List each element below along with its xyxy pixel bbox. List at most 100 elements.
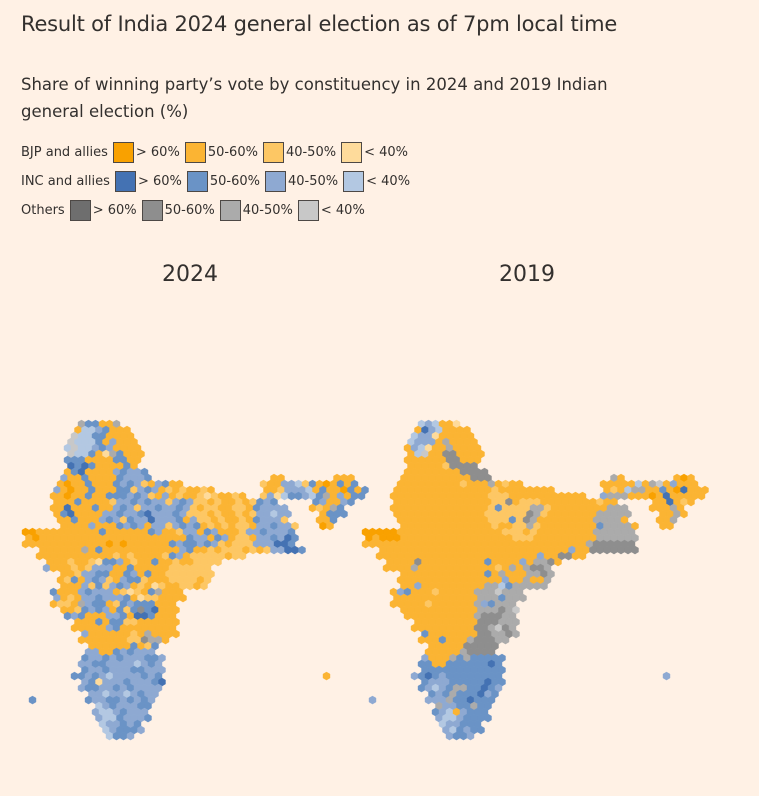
constituency-hex — [620, 491, 629, 501]
constituency-hex — [375, 551, 384, 561]
constituency-hex — [77, 635, 86, 645]
constituency-hex — [526, 581, 534, 591]
constituency-hex — [238, 551, 247, 561]
constituency-hex — [119, 731, 128, 741]
constituency-hex — [564, 551, 573, 561]
constituency-hex — [697, 491, 706, 501]
legend-swatch — [341, 142, 363, 163]
constituency-hex — [666, 521, 674, 531]
constituency-hex — [382, 563, 391, 573]
constituency-hex — [361, 539, 370, 549]
constituency-hex — [28, 539, 37, 549]
constituency-hex — [424, 695, 433, 705]
constituency-hex — [126, 731, 135, 741]
constituency-hex — [571, 551, 580, 561]
hex-map-2024 — [21, 419, 369, 741]
constituency-hex — [193, 581, 201, 591]
constituency-hex — [389, 563, 398, 573]
constituency-hex — [417, 635, 426, 645]
constituency-hex — [484, 713, 492, 723]
legend-group-label: BJP and allies — [21, 145, 108, 160]
legend-bin-label: 40-50% — [285, 145, 337, 160]
legend-bin-label: < 40% — [320, 203, 365, 218]
constituency-hex — [137, 725, 145, 735]
hex-map-2019 — [361, 419, 709, 741]
legend-bin-label: > 60% — [135, 145, 180, 160]
legend-swatch — [141, 200, 163, 221]
constituency-hex — [319, 521, 327, 531]
legend-swatch — [184, 142, 206, 163]
constituency-hex — [596, 545, 604, 555]
constituency-hex — [512, 629, 520, 639]
constituency-hex — [452, 731, 461, 741]
constituency-hex — [84, 695, 93, 705]
constituency-hex — [631, 545, 639, 555]
constituency-hex — [280, 491, 289, 501]
constituency-hex — [389, 599, 398, 609]
constituency-hex — [179, 593, 187, 603]
constituency-hex — [256, 545, 264, 555]
constituency-hex — [322, 671, 331, 681]
constituency-hex — [70, 623, 79, 633]
constituency-hex — [172, 629, 180, 639]
constituency-hex — [403, 611, 412, 621]
constituency-hex — [291, 545, 299, 555]
legend-group-label: INC and allies — [21, 174, 110, 189]
legend-swatch — [112, 142, 134, 163]
constituency-hex — [277, 545, 285, 555]
constituency-hex — [214, 557, 222, 567]
legend-swatch — [186, 171, 208, 192]
chart-subtitle: Share of winning party’s vote by constit… — [21, 75, 608, 121]
constituency-hex — [634, 491, 643, 501]
legend-bin-label: 50-60% — [164, 203, 215, 218]
legend-bin-label: 40-50% — [242, 203, 293, 218]
constituency-hex — [308, 503, 317, 513]
constituency-hex — [21, 539, 30, 549]
constituency-hex — [627, 491, 636, 501]
legend-swatch — [343, 171, 365, 192]
constituency-hex — [186, 581, 194, 591]
constituency-hex — [610, 545, 618, 555]
legend-bin-label: 50-60% — [207, 145, 258, 160]
constituency-hex — [70, 671, 79, 681]
constituency-hex — [533, 581, 541, 591]
constituency-hex — [445, 731, 454, 741]
constituency-hex — [340, 509, 348, 519]
legend-bin-label: > 60% — [137, 174, 182, 189]
constituency-hex — [112, 731, 121, 741]
constituency-hex — [540, 581, 548, 591]
legend: BJP and allies > 60% 50-60% 40-50% < 40%… — [21, 138, 413, 225]
constituency-hex — [231, 551, 240, 561]
constituency-hex — [298, 545, 306, 555]
constituency-hex — [263, 545, 271, 555]
constituency-hex — [28, 695, 37, 705]
constituency-hex — [144, 713, 152, 723]
constituency-hex — [466, 731, 475, 741]
constituency-hex — [687, 497, 695, 507]
constituency-hex — [63, 611, 72, 621]
constituency-hex — [347, 497, 355, 507]
constituency-hex — [49, 563, 58, 573]
legend-swatch — [262, 142, 284, 163]
constituency-hex — [35, 551, 44, 561]
constituency-hex — [554, 557, 562, 567]
legend-row-others: Others > 60% 50-60% 40-50% < 40% — [21, 196, 413, 225]
constituency-hex — [410, 623, 419, 633]
constituency-hex — [42, 563, 51, 573]
constituency-hex — [519, 593, 527, 603]
constituency-hex — [270, 545, 278, 555]
constituency-hex — [662, 671, 671, 681]
legend-swatch — [114, 171, 136, 192]
constituency-hex — [287, 491, 296, 501]
constituency-hex — [501, 635, 510, 645]
constituency-hex — [680, 509, 688, 519]
legend-bin-label: > 60% — [92, 203, 137, 218]
constituency-hex — [459, 731, 468, 741]
legend-group-label: Others — [21, 203, 65, 218]
constituency-hex — [77, 683, 86, 693]
constituency-hex — [105, 731, 114, 741]
legend-row-bjp: BJP and allies > 60% 50-60% 40-50% < 40% — [21, 138, 413, 167]
constituency-hex — [368, 539, 377, 549]
constituency-hex — [224, 551, 233, 561]
legend-bin-label: < 40% — [364, 145, 409, 160]
